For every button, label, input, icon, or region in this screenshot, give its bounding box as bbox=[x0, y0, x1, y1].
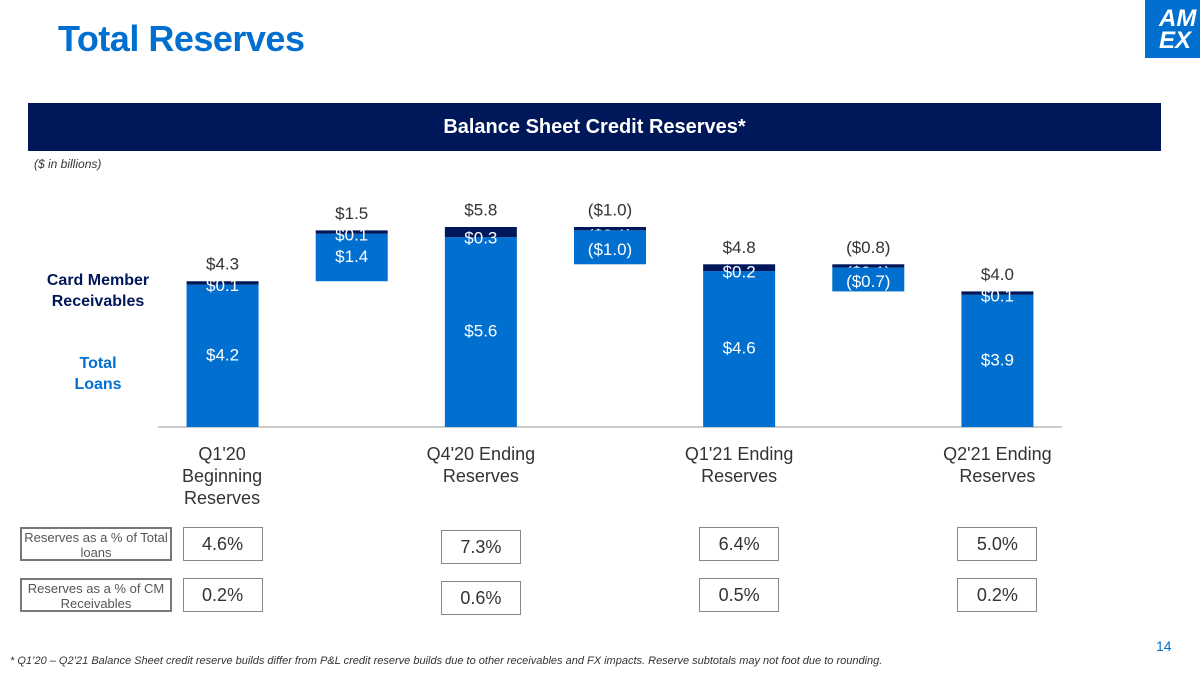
total-label: $5.8 bbox=[464, 200, 497, 219]
ratio-box: 4.6% bbox=[182, 527, 263, 561]
ratio-box: 7.3% bbox=[440, 530, 521, 564]
total-label: $1.5 bbox=[335, 204, 368, 223]
legend-label: Card Member Receivables bbox=[46, 272, 150, 310]
segment-label: $1.4 bbox=[335, 247, 368, 266]
legend-label: Total Loans bbox=[74, 355, 122, 393]
bar-segment bbox=[315, 233, 388, 282]
bar-segment bbox=[703, 264, 776, 272]
category-label: Q1'21 Ending Reserves bbox=[684, 444, 794, 486]
total-label: $4.8 bbox=[723, 238, 756, 257]
total-label: ($0.8) bbox=[846, 238, 890, 257]
row-label: Reserves as a % of CM Receivables bbox=[20, 578, 172, 612]
total-label: $4.0 bbox=[981, 265, 1014, 284]
segment-label: ($1.0) bbox=[588, 240, 632, 259]
bar-segment bbox=[444, 227, 517, 238]
segment-label: $0.3 bbox=[464, 229, 497, 248]
logo-line: AM bbox=[1159, 5, 1197, 32]
ratio-box: 0.2% bbox=[182, 578, 263, 612]
bar-segment bbox=[315, 230, 388, 234]
bar-segment bbox=[832, 264, 905, 268]
bar-segment bbox=[186, 284, 259, 427]
ratio-box: 5.0% bbox=[957, 527, 1038, 561]
bar-segment bbox=[961, 294, 1034, 427]
ratio-box: 6.4% bbox=[699, 527, 780, 561]
bar-segment bbox=[832, 267, 905, 292]
segment-label: $3.9 bbox=[981, 350, 1014, 369]
segment-label: $4.6 bbox=[723, 339, 756, 358]
segment-label: $5.6 bbox=[464, 322, 497, 341]
ratio-box: 0.6% bbox=[440, 581, 521, 615]
category-label: Q4'20 Ending Reserves bbox=[426, 444, 536, 486]
banner: Balance Sheet Credit Reserves* bbox=[28, 103, 1161, 151]
ratio-box: 0.2% bbox=[957, 578, 1038, 612]
segment-label: $4.2 bbox=[206, 345, 239, 364]
bar-segment bbox=[574, 227, 646, 231]
ratio-box: 0.5% bbox=[699, 578, 780, 612]
category-label: Q2'21 Ending Reserves bbox=[943, 444, 1052, 486]
row-label: Reserves as a % of Total loans bbox=[20, 527, 172, 561]
segment-label: $0.1 bbox=[206, 276, 239, 295]
bar-segment bbox=[703, 271, 776, 427]
bar-segment bbox=[961, 291, 1034, 295]
category-label: Q1'20 Beginning Reserves bbox=[182, 444, 263, 508]
logo: AM EX bbox=[1145, 0, 1200, 58]
bar-segment bbox=[444, 237, 517, 427]
segment-label: $0.2 bbox=[723, 263, 756, 282]
page-number: 14 bbox=[1156, 638, 1172, 654]
bar-segment bbox=[186, 281, 259, 285]
segment-label: $0.1 bbox=[335, 225, 368, 244]
footnote: * Q1’20 – Q2’21 Balance Sheet credit res… bbox=[10, 655, 883, 667]
unit-note: ($ in billions) bbox=[34, 157, 102, 171]
bar-segment bbox=[574, 230, 646, 265]
total-label: $4.3 bbox=[206, 255, 239, 274]
segment-label: $0.1 bbox=[981, 286, 1014, 305]
segment-label: ($0.7) bbox=[846, 272, 890, 291]
logo-line: EX bbox=[1159, 27, 1192, 54]
total-label: ($1.0) bbox=[588, 200, 632, 219]
title: Total Reserves bbox=[58, 18, 305, 59]
